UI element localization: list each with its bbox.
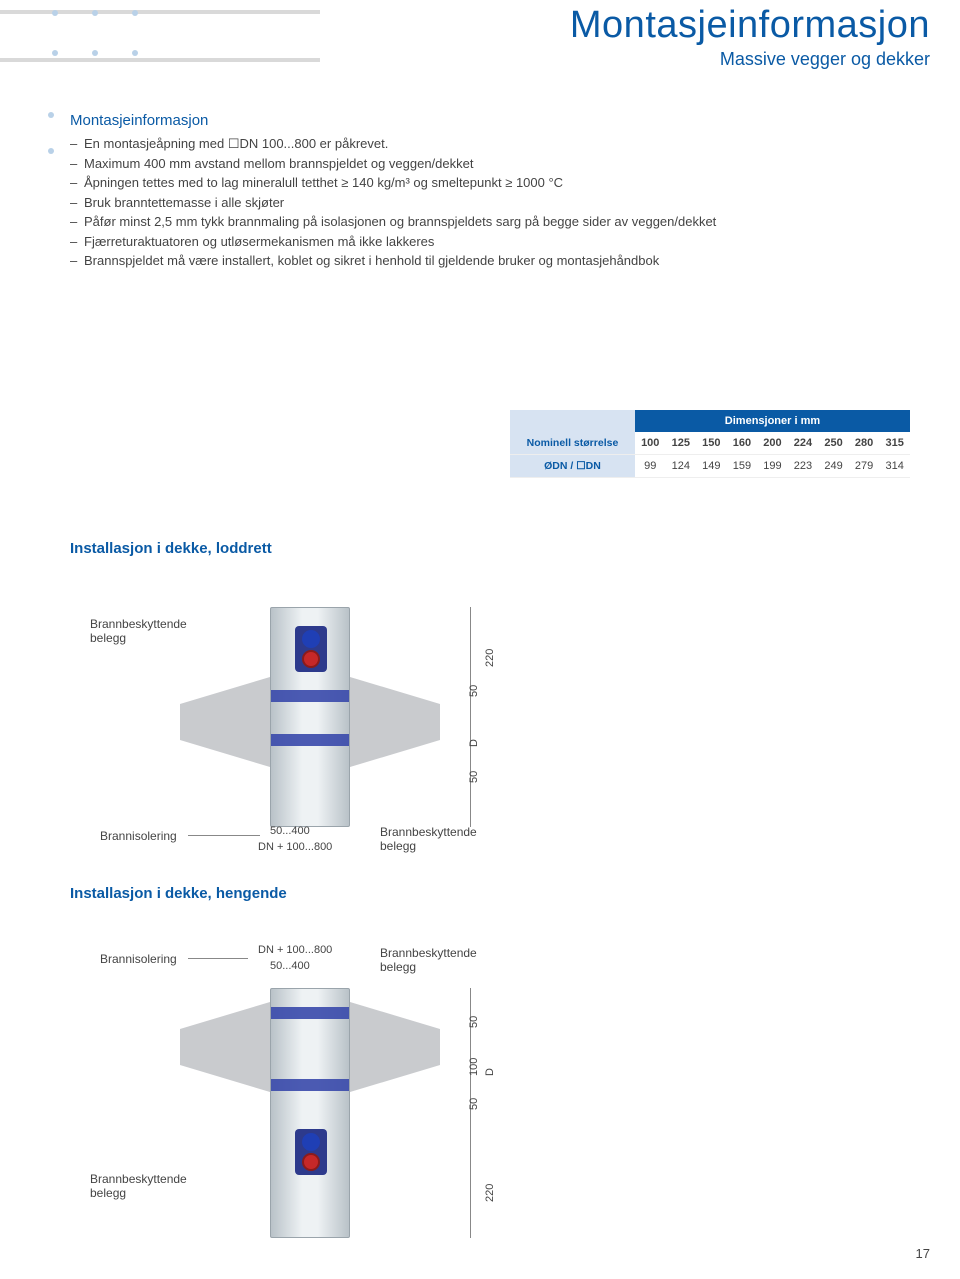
page-header: Montasjeinformasjon Massive vegger og de… [570,4,930,70]
wall-left [180,677,270,767]
table-cell: 159 [727,455,758,478]
decor-dots [48,6,168,86]
table-cell: 150 [696,432,727,455]
install-title: Installasjon i dekke, hengende [70,885,630,902]
wall-right [350,677,440,767]
list-item: Åpningen tettes med to lag mineralull te… [70,174,900,192]
table-cell: 149 [696,455,727,478]
install-hanging: Installasjon i dekke, hengende Brannisol… [70,885,630,1262]
dim-50: 50 [468,771,480,783]
dim-dn: DN + 100...800 [258,944,332,956]
page-title: Montasjeinformasjon [570,4,930,47]
list-item: Påfør minst 2,5 mm tykk brannmaling på i… [70,213,900,231]
dim-50-400: 50...400 [270,960,310,972]
diagram-vertical: Brannbeskyttende belegg 220 50 D 50 Bran… [70,597,570,857]
table-cell: 249 [818,455,849,478]
decor-dots-left [48,112,54,154]
info-list: En montasjeåpning med ☐DN 100...800 er p… [70,135,900,270]
table-cell: 99 [635,455,666,478]
list-item: Bruk branntettemasse i alle skjøter [70,194,900,212]
dim-line [470,607,471,827]
info-section: Montasjeinformasjon En montasjeåpning me… [70,112,900,272]
list-item: Brannspjeldet må være installert, koblet… [70,252,900,270]
install-vertical: Installasjon i dekke, loddrett Brannbesk… [70,540,630,857]
table-cell: 279 [849,455,880,478]
dimensions-table: Dimensjoner i mm Nominell størrelse 100 … [510,410,910,478]
page-number: 17 [916,1246,930,1261]
label-protect: Brannbeskyttende belegg [380,825,510,854]
dim-220: 220 [484,649,496,667]
dim-dn: DN + 100...800 [258,841,332,853]
install-title: Installasjon i dekke, loddrett [70,540,630,557]
wall-left [180,1002,270,1092]
damper [270,988,350,1238]
label-protect: Brannbeskyttende belegg [90,1172,220,1201]
dim-D: D [484,1068,496,1076]
table-cell: 314 [879,455,910,478]
dim-50-400: 50...400 [270,825,310,837]
table-cell: 100 [635,432,666,455]
label-protect: Brannbeskyttende belegg [90,617,210,646]
info-heading: Montasjeinformasjon [70,112,900,129]
table-cell: 199 [757,455,788,478]
dim-50: 50 [468,685,480,697]
dim-220: 220 [484,1184,496,1202]
leader-line [188,958,248,959]
label-insulation: Brannisolering [100,952,177,966]
wall-right [350,1002,440,1092]
row-label: ØDN / ☐DN [510,455,635,478]
dim-100: 100 [468,1058,480,1076]
list-item: Maximum 400 mm avstand mellom brannspjel… [70,155,900,173]
damper [270,607,350,827]
row-label: Nominell størrelse [510,432,635,455]
table-cell: 125 [666,432,697,455]
list-item: Fjærreturaktuatoren og utløsermekanismen… [70,233,900,251]
list-item: En montasjeåpning med ☐DN 100...800 er p… [70,135,900,153]
dim-50: 50 [468,1098,480,1110]
table-cell: 160 [727,432,758,455]
diagram-hanging: Brannisolering DN + 100...800 50...400 B… [70,942,570,1262]
table-cell: 224 [788,432,819,455]
dim-50: 50 [468,1016,480,1028]
table-cell: 250 [818,432,849,455]
dim-D: D [468,739,480,747]
page-subtitle: Massive vegger og dekker [570,49,930,70]
table-cell: 223 [788,455,819,478]
leader-line [188,835,260,836]
table-cell: 315 [879,432,910,455]
table-cell: 200 [757,432,788,455]
label-protect: Brannbeskyttende belegg [380,946,510,975]
table-cell: 124 [666,455,697,478]
table-header: Dimensjoner i mm [635,410,910,432]
label-insulation: Brannisolering [100,829,177,843]
table-cell: 280 [849,432,880,455]
